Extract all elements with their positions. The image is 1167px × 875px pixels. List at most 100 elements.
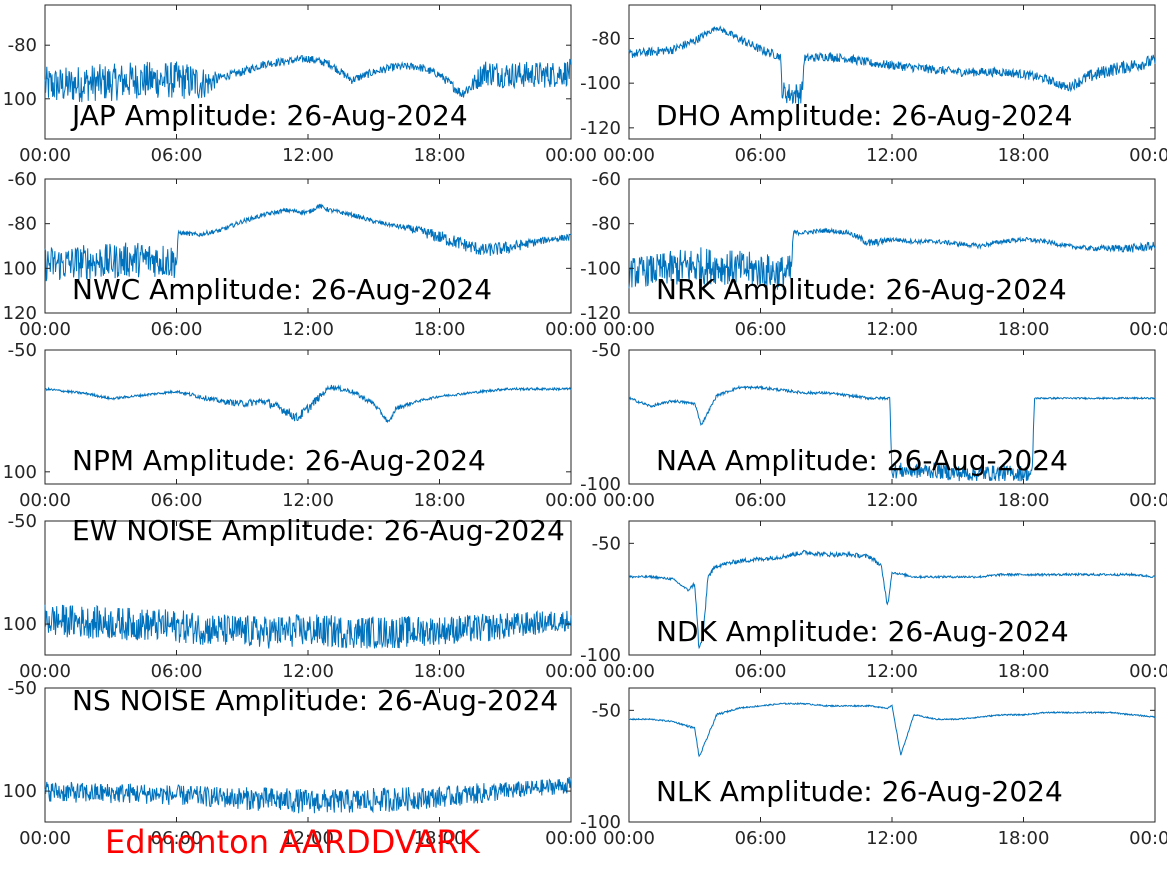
x-tick-label: 06:00 — [151, 319, 203, 340]
y-tick-label: -80 — [8, 214, 37, 235]
y-tick-label: -50 — [592, 700, 621, 721]
x-tick-label: 00:00 — [545, 145, 597, 166]
x-tick-label: 00:00 — [603, 319, 655, 340]
x-tick-label: 00:00 — [19, 490, 71, 511]
x-tick-label: 12:00 — [866, 828, 918, 849]
y-tick-label: -80 — [592, 29, 621, 50]
y-tick-label: -120 — [580, 118, 621, 139]
series-line — [628, 549, 1156, 650]
y-tick-label: -60 — [8, 169, 37, 190]
series-line — [628, 227, 1156, 291]
x-tick-label: 06:00 — [735, 319, 787, 340]
x-tick-label: 00:00 — [603, 661, 655, 682]
panel: -80-100-12000:0006:0012:0018:0000:00DHO … — [580, 4, 1167, 166]
x-tick-label: 00:00 — [1129, 661, 1167, 682]
x-tick-label: 00:00 — [19, 828, 71, 849]
panel-title: NWC Amplitude: 26-Aug-2024 — [72, 273, 492, 306]
station-label: Edmonton AARDDVARK — [105, 823, 481, 861]
y-tick-label: -50 — [592, 340, 621, 361]
y-tick-label: 100 — [3, 781, 37, 802]
y-tick-label: -50 — [8, 678, 37, 699]
panel: -60-80-100-12000:0006:0012:0018:0000:00N… — [580, 169, 1167, 340]
panel-title: EW NOISE Amplitude: 26-Aug-2024 — [72, 514, 565, 547]
y-tick-label: -80 — [8, 35, 37, 56]
x-tick-label: 18:00 — [998, 661, 1050, 682]
panel-title: JAP Amplitude: 26-Aug-2024 — [70, 99, 468, 132]
x-tick-label: 18:00 — [998, 319, 1050, 340]
x-tick-label: 00:00 — [603, 828, 655, 849]
y-tick-label: 100 — [3, 89, 37, 110]
x-tick-label: 00:00 — [545, 828, 597, 849]
series-line — [628, 25, 1156, 105]
series-line — [44, 203, 572, 282]
x-tick-label: 18:00 — [414, 319, 466, 340]
x-tick-label: 00:00 — [1129, 828, 1167, 849]
y-tick-label: -50 — [592, 533, 621, 554]
x-tick-label: 12:00 — [282, 319, 334, 340]
series-line — [44, 54, 572, 103]
panel-title: NRK Amplitude: 26-Aug-2024 — [656, 273, 1067, 306]
y-tick-label: -60 — [592, 169, 621, 190]
x-tick-label: 00:00 — [1129, 319, 1167, 340]
x-tick-label: 12:00 — [866, 145, 918, 166]
x-tick-label: 12:00 — [282, 828, 334, 849]
x-tick-label: 12:00 — [282, 490, 334, 511]
series-line — [628, 384, 1156, 482]
x-tick-label: 00:00 — [1129, 145, 1167, 166]
x-tick-label: 00:00 — [19, 145, 71, 166]
y-tick-label: -120 — [580, 303, 621, 324]
panel-title: NDK Amplitude: 26-Aug-2024 — [656, 615, 1069, 648]
x-tick-label: 18:00 — [998, 828, 1050, 849]
x-tick-label: 18:00 — [414, 661, 466, 682]
x-tick-label: 18:00 — [414, 828, 466, 849]
x-tick-label: 00:00 — [19, 661, 71, 682]
y-tick-label: -100 — [580, 474, 621, 495]
series-line — [44, 604, 572, 649]
x-tick-label: 06:00 — [151, 661, 203, 682]
x-tick-label: 06:00 — [735, 661, 787, 682]
panel-title: NPM Amplitude: 26-Aug-2024 — [72, 444, 486, 477]
series-line — [44, 776, 572, 814]
y-tick-label: -100 — [580, 73, 621, 94]
x-tick-label: 06:00 — [735, 490, 787, 511]
y-tick-label: -80 — [592, 214, 621, 235]
y-tick-label: 120 — [3, 303, 37, 324]
x-tick-label: 18:00 — [414, 490, 466, 511]
x-tick-label: 18:00 — [998, 145, 1050, 166]
panel-title: NLK Amplitude: 26-Aug-2024 — [656, 775, 1063, 808]
x-tick-label: 12:00 — [866, 490, 918, 511]
x-tick-label: 06:00 — [735, 828, 787, 849]
x-tick-label: 06:00 — [151, 828, 203, 849]
series-line — [628, 701, 1156, 758]
y-tick-label: -50 — [8, 340, 37, 361]
panel-title: NAA Amplitude: 26-Aug-2024 — [656, 444, 1068, 477]
x-tick-label: 00:00 — [545, 490, 597, 511]
x-tick-label: 18:00 — [414, 145, 466, 166]
y-tick-label: -100 — [580, 645, 621, 666]
x-tick-label: 00:00 — [19, 319, 71, 340]
panel-title: DHO Amplitude: 26-Aug-2024 — [656, 99, 1073, 132]
y-tick-label: -100 — [580, 812, 621, 833]
x-tick-label: 06:00 — [735, 145, 787, 166]
y-tick-label: -50 — [8, 511, 37, 532]
x-tick-label: 00:00 — [545, 661, 597, 682]
y-tick-label: 100 — [3, 614, 37, 635]
x-tick-label: 00:00 — [1129, 490, 1167, 511]
panels: -80 100 00:00 06:00 12:00 18:00 00:00 JAP Ampli… — [3, 4, 1167, 849]
x-tick-label: 06:00 — [151, 490, 203, 511]
panel-title: NS NOISE Amplitude: 26-Aug-2024 — [72, 684, 558, 717]
x-tick-label: 00:00 — [545, 319, 597, 340]
y-tick-label: 100 — [3, 258, 37, 279]
x-tick-label: 06:00 — [151, 145, 203, 166]
x-tick-label: 12:00 — [282, 661, 334, 682]
series-line — [44, 384, 572, 424]
x-tick-label: 00:00 — [603, 490, 655, 511]
x-tick-label: 18:00 — [998, 490, 1050, 511]
x-tick-label: 12:00 — [282, 145, 334, 166]
